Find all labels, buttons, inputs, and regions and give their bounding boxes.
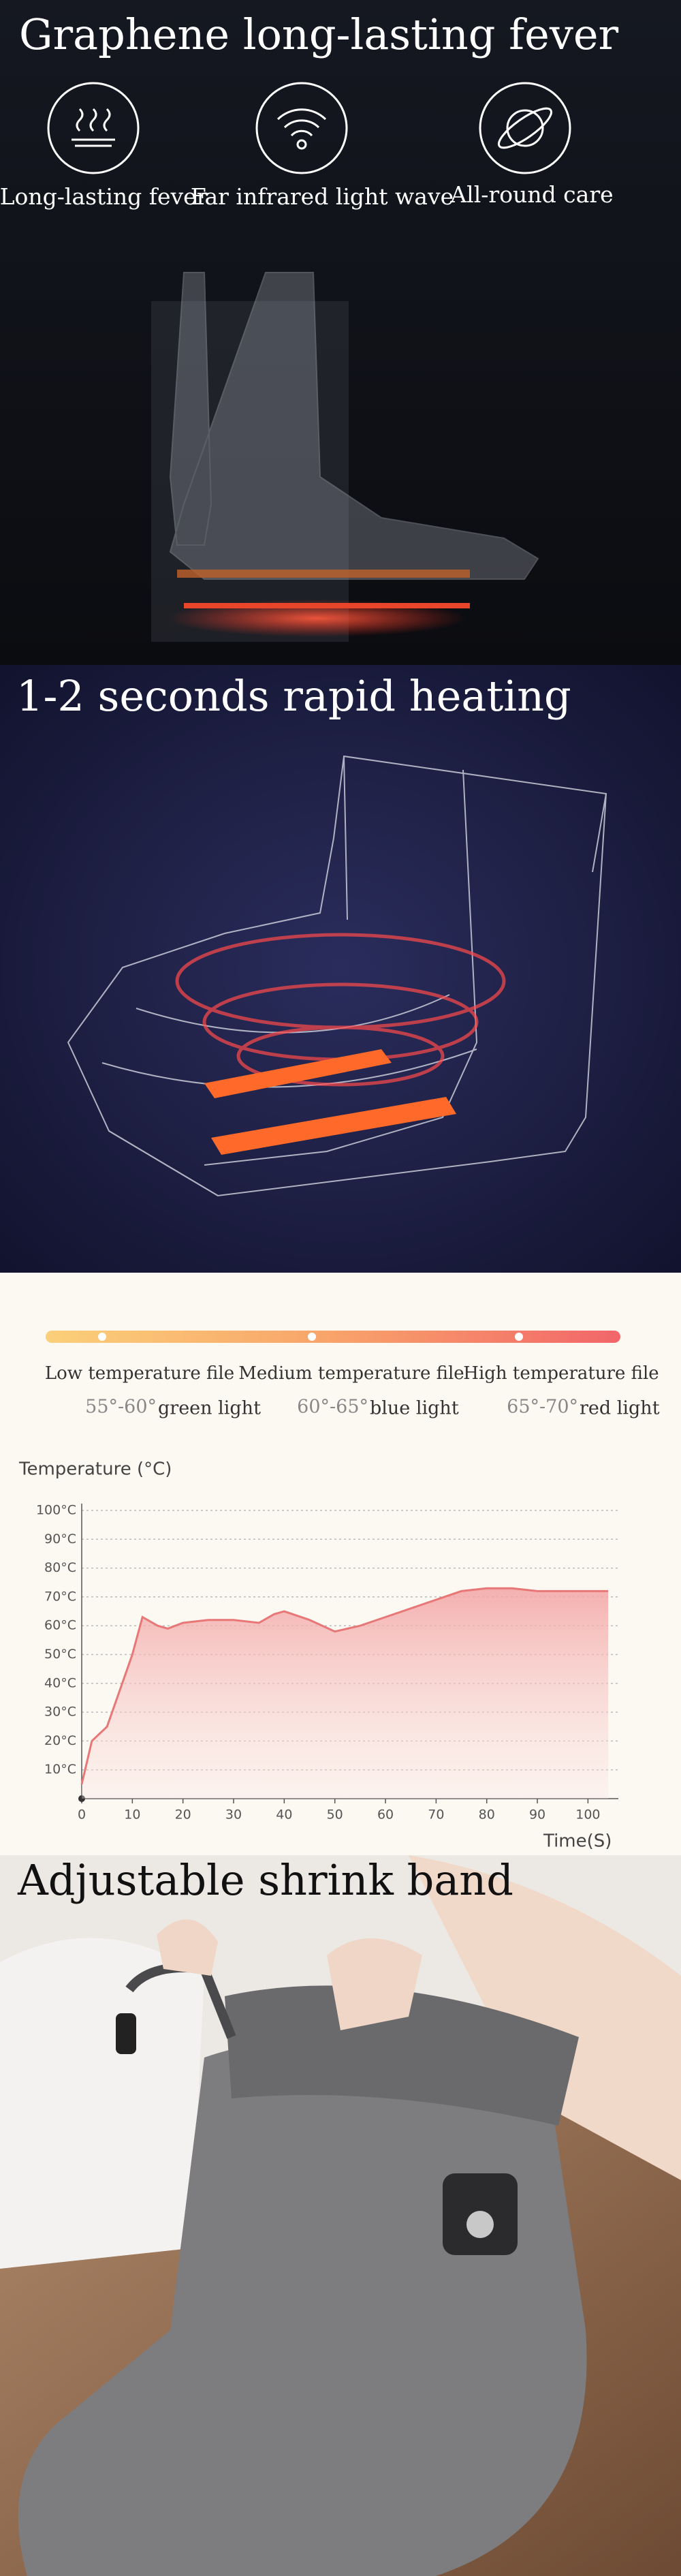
x-tick-label: 20 — [175, 1807, 191, 1822]
y-tick-label: 10°C — [44, 1762, 76, 1777]
title: 1-2 seconds rapid heating — [16, 671, 571, 721]
level-name: Low temperature file — [45, 1363, 234, 1384]
x-tick-label: 30 — [225, 1807, 242, 1822]
y-axis-title: Temperature (°C) — [18, 1459, 172, 1480]
level-name: High temperature file — [463, 1363, 659, 1384]
x-tick-label: 10 — [124, 1807, 140, 1822]
y-tick-label: 60°C — [44, 1618, 76, 1633]
y-tick-label: 80°C — [44, 1560, 76, 1575]
level-light: blue light — [370, 1398, 459, 1419]
x-tick-label: 100 — [575, 1807, 600, 1822]
level-dot — [308, 1333, 316, 1341]
icons — [47, 82, 571, 174]
level-dot — [515, 1333, 523, 1341]
area-fill — [82, 1588, 609, 1799]
temperature-chart: Temperature (°C) Time(S) 10°C 20°C 30°C 40°C 5… — [18, 1459, 618, 1852]
boot-wireframe — [67, 755, 607, 1197]
feature-label: Far infrared light wave — [191, 183, 454, 210]
y-tick-label: 40°C — [44, 1675, 76, 1690]
y-tick-label: 70°C — [44, 1589, 76, 1604]
title: Graphene long-lasting fever — [19, 10, 619, 59]
photo — [0, 1855, 681, 2576]
x-tick-label: 0 — [78, 1807, 86, 1822]
title: Adjustable shrink band — [17, 1855, 513, 1905]
levels: Low temperature file 55°-60° green light Me… — [45, 1363, 660, 1419]
feature-label: Long-lasting fever — [0, 183, 208, 210]
y-tick-label: 90°C — [44, 1532, 76, 1547]
heating-pads — [204, 1049, 456, 1155]
level-light: green light — [158, 1398, 261, 1419]
section-bg — [0, 665, 681, 1273]
x-tick-label: 60 — [377, 1807, 394, 1822]
y-tick-label: 30°C — [44, 1705, 76, 1720]
foot-illustration — [151, 272, 539, 642]
level-range: 65°-70° — [507, 1397, 578, 1418]
temperature-bar — [46, 1331, 620, 1343]
y-tick-label: 50°C — [44, 1647, 76, 1662]
x-tick-label: 50 — [327, 1807, 343, 1822]
x-tick-label: 40 — [276, 1807, 292, 1822]
level-name: Medium temperature file — [238, 1363, 464, 1384]
temperature-line — [80, 1587, 609, 1785]
x-tick-label: 70 — [428, 1807, 444, 1822]
feature-label: All-round care — [449, 181, 613, 208]
level-range: 55°-60° — [85, 1397, 157, 1418]
y-tick-label: 20°C — [44, 1733, 76, 1748]
x-axis-title: Time(S) — [543, 1831, 612, 1852]
y-tick-label: 100°C — [36, 1503, 76, 1518]
level-dot — [98, 1333, 106, 1341]
level-range: 60°-65° — [297, 1397, 368, 1418]
x-tick-label: 90 — [529, 1807, 545, 1822]
x-tick-label: 80 — [479, 1807, 495, 1822]
level-light: red light — [580, 1398, 660, 1419]
